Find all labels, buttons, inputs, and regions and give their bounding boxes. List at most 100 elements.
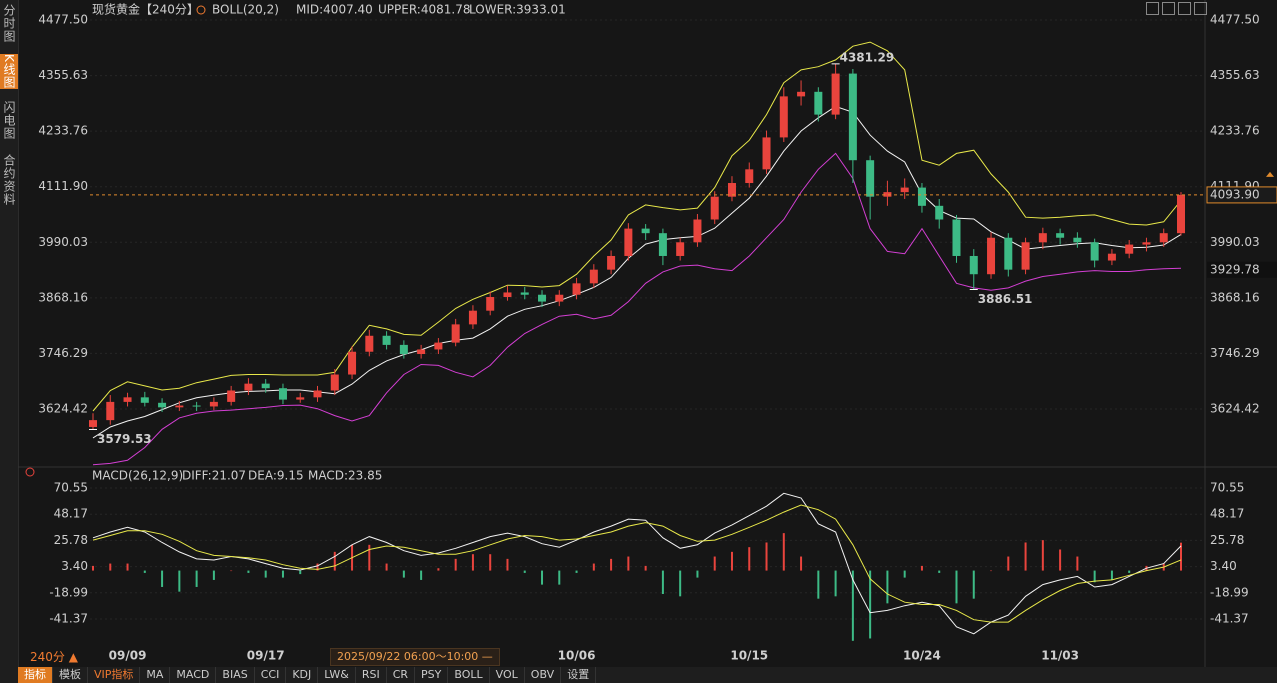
side-tab[interactable]: 闪电图 — [2, 101, 16, 140]
macd-bar — [1128, 570, 1131, 573]
candle-body — [192, 405, 201, 407]
candle-body — [1021, 242, 1030, 270]
legend-entry: DIFF:21.07 — [182, 469, 246, 483]
toolbar-tab[interactable]: KDJ — [286, 667, 319, 683]
toolbar-tab[interactable]: OBV — [525, 667, 562, 683]
candle-body — [1090, 242, 1099, 261]
candle-body — [158, 402, 167, 408]
candle-body — [987, 237, 996, 275]
macd-bar — [886, 570, 889, 604]
side-tab[interactable]: 合约资料 — [2, 154, 16, 206]
macd-bar — [1024, 542, 1027, 571]
y-tick-label: 4355.63 — [1210, 68, 1260, 82]
macd-bar — [713, 556, 716, 571]
candle-body — [434, 342, 443, 350]
icon-button[interactable] — [1178, 2, 1191, 15]
macd-bar — [506, 558, 509, 571]
candle-body — [797, 91, 806, 97]
candle-body — [520, 292, 529, 295]
y-tick-label: -18.99 — [49, 585, 88, 599]
icon-button[interactable] — [1194, 2, 1207, 15]
macd-bar — [627, 556, 630, 571]
x-tick-label: 10/24 — [903, 649, 941, 663]
candle-body — [175, 405, 184, 408]
price-arrow — [1266, 171, 1274, 177]
candle-body — [641, 228, 650, 234]
y-tick-label: 48.17 — [1210, 507, 1244, 521]
macd-bar — [489, 554, 492, 571]
annotation: 3886.51 — [978, 292, 1033, 306]
candle-body — [952, 219, 961, 256]
macd-bar — [730, 551, 733, 571]
candle-body — [779, 96, 788, 138]
toolbar-tab[interactable]: CCI — [255, 667, 287, 683]
macd-bar — [782, 533, 785, 571]
macd-bar — [1180, 542, 1182, 571]
indicator-line — [92, 504, 1182, 623]
macd-bar — [178, 570, 181, 592]
candle-body — [1177, 194, 1185, 234]
y-tick-label: 48.17 — [54, 507, 88, 521]
y-tick-label: 3624.42 — [38, 401, 88, 415]
y-tick-label: 70.55 — [1210, 481, 1244, 495]
candle-body — [727, 183, 736, 197]
macd-bar — [1093, 570, 1096, 583]
indicator-line — [92, 152, 1182, 466]
y-tick-label: 4233.76 — [1210, 124, 1260, 138]
price-label: 4093.90 — [1210, 187, 1260, 201]
side-tab[interactable]: 分时图 — [2, 4, 16, 43]
x-tick-label: 10/06 — [558, 649, 596, 663]
toolbar-tab[interactable]: LW& — [318, 667, 356, 683]
y-tick-label: 3746.29 — [38, 346, 88, 360]
candle-body — [555, 294, 564, 302]
macd-bar — [1076, 556, 1079, 571]
toolbar-tab[interactable]: CR — [387, 667, 416, 683]
macd-bar — [1007, 556, 1010, 571]
x-tick-label: 10/15 — [730, 649, 768, 663]
macd-bar — [1041, 540, 1044, 571]
candle-body — [1107, 253, 1116, 261]
marker-label: 3929.78 — [1210, 262, 1260, 276]
side-tab[interactable]: K线图 — [0, 54, 18, 89]
candle-body — [589, 269, 598, 284]
macd-bar — [1110, 570, 1113, 580]
toolbar-tab[interactable]: BOLL — [448, 667, 490, 683]
indicator-name: MACD(26,12,9) — [92, 469, 183, 483]
toolbar-tab[interactable]: 指标 — [18, 667, 53, 683]
macd-bar — [368, 544, 371, 571]
candle-body — [607, 255, 616, 270]
toolbar-tab[interactable]: VIP指标 — [88, 667, 141, 683]
candle-body — [261, 383, 270, 389]
macd-bar — [333, 551, 336, 571]
period-selector[interactable]: 240分 ▲ — [30, 650, 78, 664]
y-tick-label: 3746.29 — [1210, 346, 1260, 360]
candle-body — [89, 420, 97, 427]
candle-body — [417, 349, 426, 355]
y-tick-label: 3990.03 — [38, 235, 88, 249]
toolbar-tab[interactable]: 设置 — [561, 667, 597, 683]
y-tick-label: -41.37 — [1210, 612, 1249, 626]
macd-bar — [955, 570, 958, 604]
toolbar-tab[interactable]: MA — [140, 667, 171, 683]
toolbar-tab[interactable]: PSY — [415, 667, 449, 683]
candle-body — [831, 73, 840, 115]
macd-bar — [903, 570, 906, 578]
x-tick-label: 11/03 — [1041, 649, 1079, 663]
macd-bar — [765, 542, 768, 571]
toolbar-tab[interactable]: 模板 — [53, 667, 88, 683]
toolbar-tab[interactable]: RSI — [356, 667, 387, 683]
candle-body — [1142, 242, 1151, 245]
toolbar-tab[interactable]: VOL — [490, 667, 525, 683]
toolbar-tab[interactable]: MACD — [170, 667, 217, 683]
macd-bar — [920, 565, 923, 571]
indicator-icon — [25, 467, 35, 477]
macd-bar — [523, 570, 526, 573]
macd-bar — [281, 570, 284, 578]
toolbar-tab[interactable]: BIAS — [216, 667, 255, 683]
macd-bar — [575, 570, 578, 573]
y-tick-label: 3868.16 — [1210, 290, 1260, 304]
icon-button[interactable] — [1162, 2, 1175, 15]
macd-bar — [454, 558, 457, 571]
icon-button[interactable] — [1146, 2, 1159, 15]
